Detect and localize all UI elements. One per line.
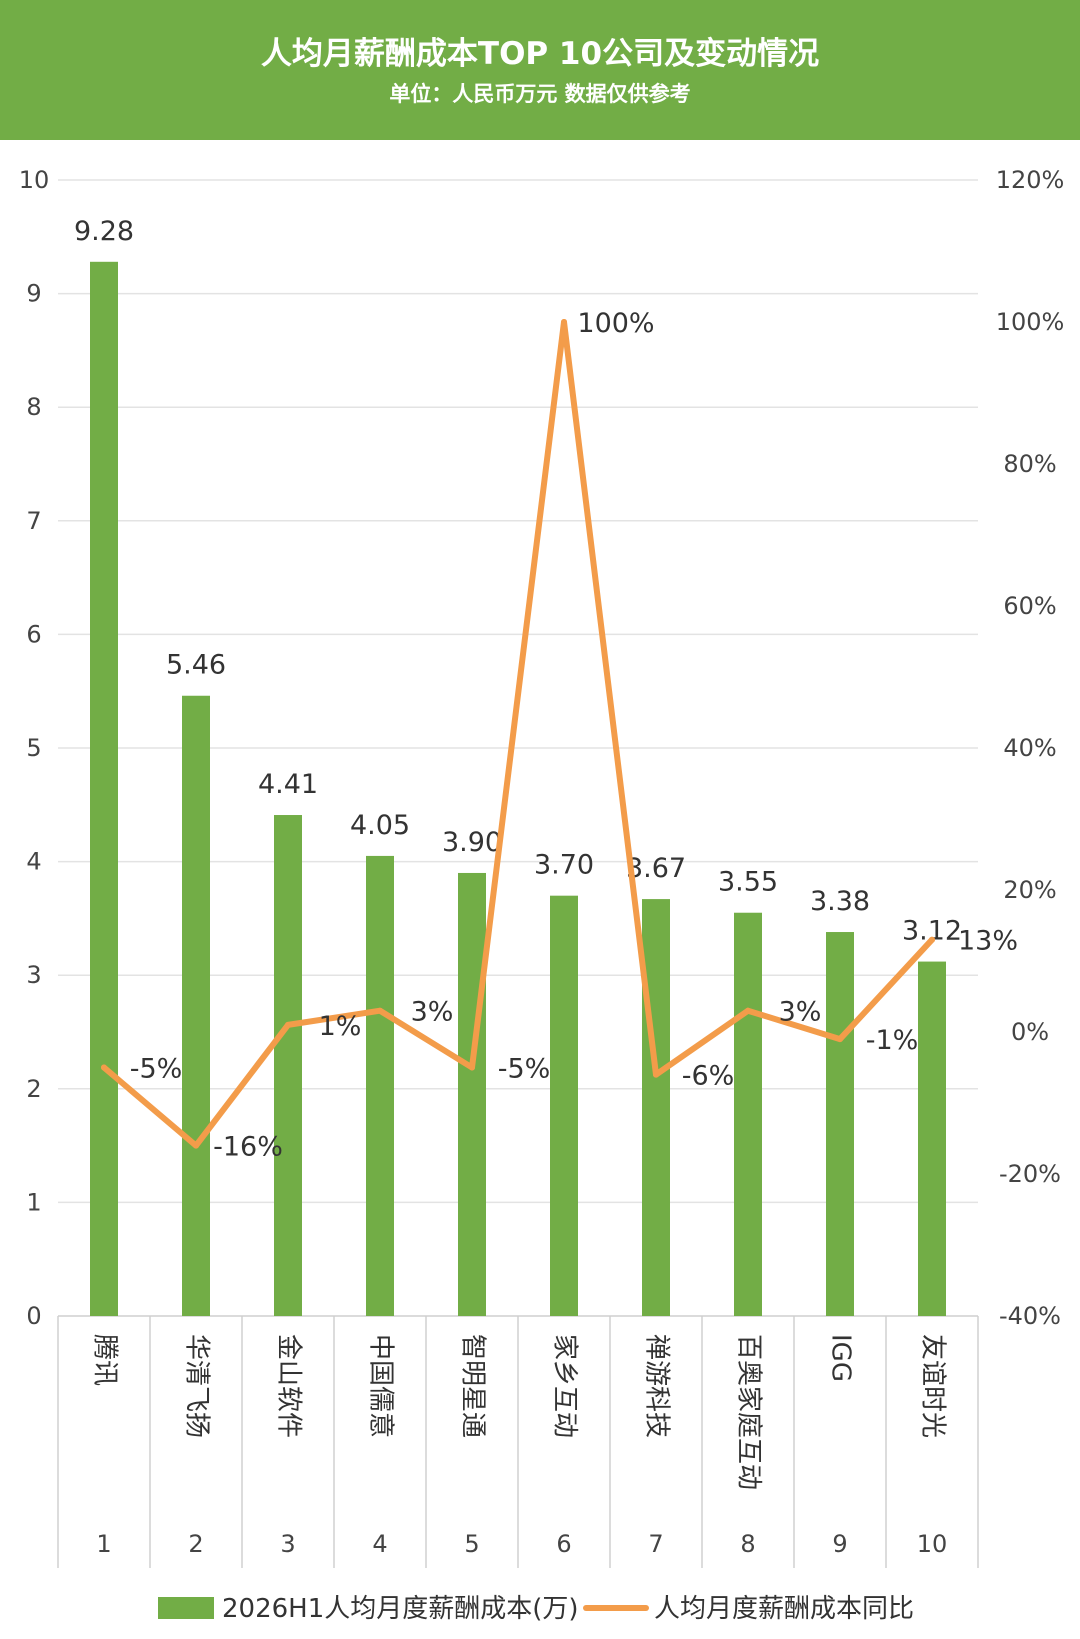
rank-label: 6 [556, 1530, 571, 1558]
bar [366, 855, 394, 1316]
y-left-tick-label: 3 [26, 961, 41, 989]
y-left-tick-label: 5 [26, 734, 41, 762]
line-value-label: 13% [958, 926, 1018, 957]
line-point [653, 1071, 659, 1078]
line-point [101, 1064, 107, 1071]
y-left-tick-label: 2 [26, 1075, 41, 1103]
line-point [285, 1021, 291, 1028]
y-left-tick-label: 6 [26, 620, 41, 648]
line-point [377, 1007, 383, 1014]
bar [918, 961, 946, 1316]
y-right-tick-label: -20% [999, 1160, 1061, 1188]
bar-value-label: 3.90 [442, 827, 502, 858]
category-label: 智明星通 [458, 1334, 488, 1438]
legend-line-label: 人均月度薪酬成本同比 [654, 1594, 914, 1624]
bar-value-label: 3.55 [718, 867, 778, 898]
y-right-tick-label: 80% [1003, 450, 1056, 478]
rank-label: 9 [832, 1530, 847, 1558]
y-right-tick-label: 0% [1011, 1018, 1049, 1046]
chart-header: 人均月薪酬成本TOP 10公司及变动情况 单位：人民币万元 数据仅供参考 [0, 0, 1080, 140]
y-right-tick-label: 20% [1003, 876, 1056, 904]
line-series [101, 319, 935, 1149]
bar-value-label: 3.70 [534, 850, 594, 881]
bar [458, 872, 486, 1316]
y-right-tick-label: -40% [999, 1302, 1061, 1330]
category-label: 家乡互动 [550, 1334, 580, 1438]
chart-title: 人均月薪酬成本TOP 10公司及变动情况 [260, 36, 820, 72]
rank-label: 7 [648, 1530, 663, 1558]
bar-value-label: 3.67 [626, 853, 686, 884]
bar-value-label: 9.28 [74, 216, 134, 247]
y-left-tick-label: 1 [26, 1188, 41, 1216]
line-value-label: -5% [498, 1054, 551, 1085]
y-left-tick-label: 4 [26, 848, 41, 876]
legend-bar-swatch [158, 1597, 214, 1619]
y-left-tick-label: 9 [26, 280, 41, 308]
line-point [561, 319, 567, 325]
category-label: 华清飞扬 [182, 1334, 212, 1438]
category-label: 中国儒意 [366, 1334, 396, 1438]
bar [274, 815, 302, 1316]
rank-label: 2 [188, 1530, 203, 1558]
line-point [837, 1036, 843, 1043]
line-point [929, 936, 935, 943]
combo-chart: 012345678910-40%-20%0%20%40%60%80%100%12… [19, 166, 1065, 1624]
line-value-label: -16% [213, 1132, 283, 1163]
bar [182, 695, 210, 1316]
line-value-label: -6% [682, 1061, 735, 1092]
line-value-label: 1% [319, 1011, 362, 1042]
line-point [745, 1007, 751, 1014]
legend-bar-label: 2026H1人均月度薪酬成本(万) [222, 1594, 579, 1624]
bar-value-label: 3.38 [810, 886, 870, 917]
line-point [193, 1142, 199, 1149]
y-right-tick-label: 120% [996, 166, 1065, 194]
line-point [469, 1064, 475, 1071]
rank-label: 8 [740, 1530, 755, 1558]
bar-value-label: 4.41 [258, 769, 318, 800]
y-left-tick-label: 7 [26, 507, 41, 535]
y-right-tick-label: 40% [1003, 734, 1056, 762]
y-right-tick-label: 100% [996, 308, 1065, 336]
category-label: 禅游科技 [642, 1334, 672, 1438]
category-label: 金山软件 [274, 1334, 304, 1438]
category-label: IGG [826, 1334, 856, 1382]
rank-label: 4 [372, 1530, 387, 1558]
bar [550, 895, 578, 1316]
y-left-tick-label: 10 [19, 166, 50, 194]
category-label: 友谊时光 [918, 1334, 948, 1438]
chart-subtitle: 单位：人民币万元 数据仅供参考 [389, 82, 691, 106]
rank-label: 1 [96, 1530, 111, 1558]
line-value-label: 100% [577, 308, 654, 339]
y-right-tick-label: 60% [1003, 592, 1056, 620]
bar-value-label: 4.05 [350, 810, 410, 841]
line-value-label: -1% [866, 1025, 919, 1056]
bar-value-label: 5.46 [166, 650, 226, 681]
bar [90, 261, 118, 1316]
line-value-label: 3% [411, 997, 454, 1028]
y-left-tick-label: 0 [26, 1302, 41, 1330]
line-value-label: -5% [130, 1054, 183, 1085]
bar [642, 899, 670, 1316]
rank-label: 5 [464, 1530, 479, 1558]
bar [826, 932, 854, 1316]
rank-label: 10 [917, 1530, 948, 1558]
bar [734, 912, 762, 1316]
line-value-label: 3% [779, 997, 822, 1028]
rank-label: 3 [280, 1530, 295, 1558]
category-label: 百奥家庭互动 [734, 1334, 764, 1490]
category-label: 腾讯 [90, 1334, 120, 1386]
y-left-tick-label: 8 [26, 393, 41, 421]
